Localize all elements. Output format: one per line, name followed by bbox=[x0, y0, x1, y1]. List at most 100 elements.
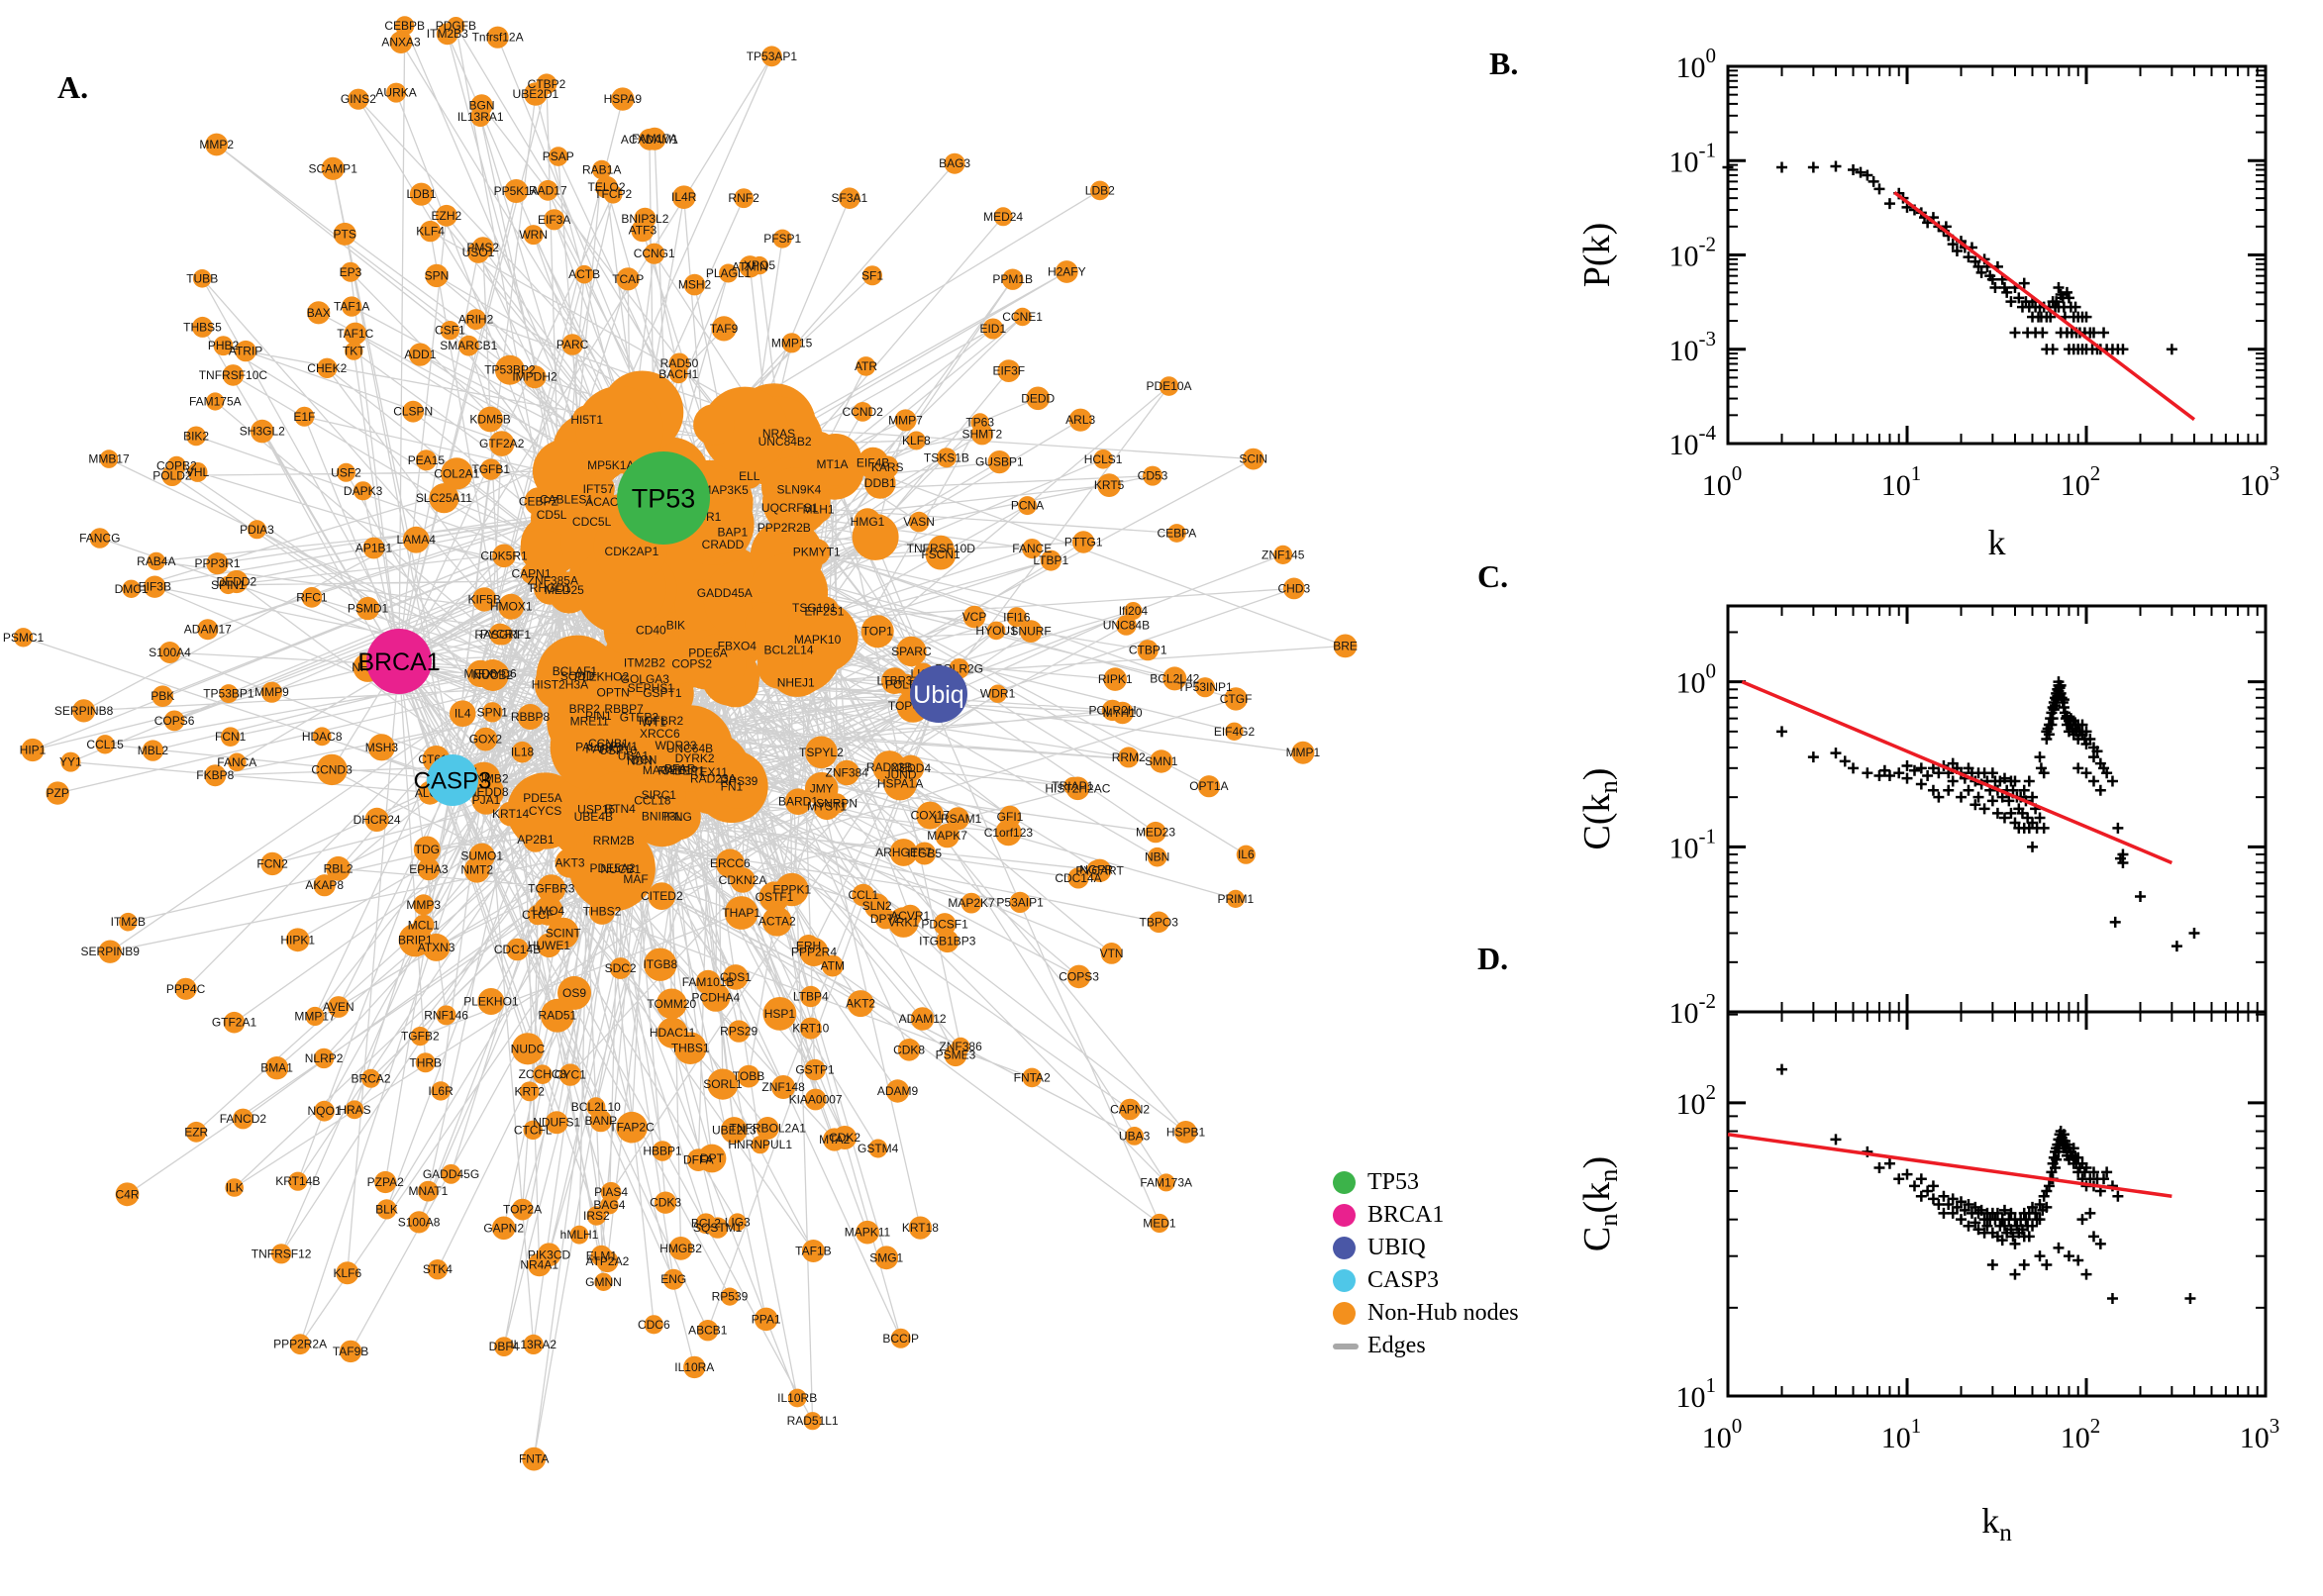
nonhub-node[interactable] bbox=[206, 392, 225, 411]
nonhub-node[interactable] bbox=[488, 431, 515, 456]
nonhub-node[interactable] bbox=[1055, 260, 1078, 283]
nonhub-node[interactable] bbox=[441, 1163, 461, 1184]
nonhub-node[interactable] bbox=[348, 88, 369, 110]
nonhub-node[interactable] bbox=[1090, 180, 1110, 201]
nonhub-node[interactable] bbox=[418, 1180, 439, 1202]
nonhub-node[interactable] bbox=[204, 764, 227, 787]
nonhub-node[interactable] bbox=[1103, 667, 1127, 691]
nonhub-node[interactable] bbox=[219, 684, 239, 704]
nonhub-node[interactable] bbox=[523, 225, 544, 246]
nonhub-node[interactable] bbox=[908, 511, 930, 533]
nonhub-node[interactable] bbox=[536, 635, 619, 718]
nonhub-node[interactable] bbox=[441, 457, 473, 490]
nonhub-node[interactable] bbox=[98, 940, 122, 963]
nonhub-node[interactable] bbox=[220, 727, 241, 747]
nonhub-node[interactable] bbox=[868, 1139, 888, 1158]
nonhub-node[interactable] bbox=[737, 1064, 760, 1088]
nonhub-node[interactable] bbox=[936, 448, 957, 468]
nonhub-node[interactable] bbox=[465, 309, 487, 331]
nonhub-node[interactable] bbox=[364, 807, 389, 833]
nonhub-node[interactable] bbox=[997, 359, 1021, 382]
nonhub-node[interactable] bbox=[1226, 889, 1245, 909]
nonhub-node[interactable] bbox=[561, 334, 583, 355]
nonhub-node[interactable] bbox=[511, 1198, 534, 1221]
nonhub-node[interactable] bbox=[1093, 449, 1113, 469]
nonhub-node[interactable] bbox=[652, 1141, 673, 1161]
nonhub-node[interactable] bbox=[897, 1039, 921, 1061]
nonhub-node[interactable] bbox=[313, 1047, 335, 1069]
nonhub-node[interactable] bbox=[970, 423, 993, 446]
nonhub-node[interactable] bbox=[119, 912, 138, 932]
nonhub-node[interactable] bbox=[260, 851, 284, 876]
nonhub-node[interactable] bbox=[544, 209, 565, 231]
nonhub-node[interactable] bbox=[890, 1328, 911, 1348]
nonhub-node[interactable] bbox=[586, 1097, 606, 1117]
nonhub-node[interactable] bbox=[413, 894, 435, 916]
nonhub-node[interactable] bbox=[326, 855, 351, 881]
nonhub-node[interactable] bbox=[248, 520, 266, 540]
nonhub-node[interactable] bbox=[367, 734, 395, 761]
nonhub-node[interactable] bbox=[1019, 620, 1043, 643]
nonhub-node[interactable] bbox=[398, 923, 433, 957]
hub-node-tp53[interactable] bbox=[617, 451, 710, 545]
nonhub-node[interactable] bbox=[549, 147, 568, 166]
nonhub-node[interactable] bbox=[524, 82, 548, 106]
nonhub-node[interactable] bbox=[413, 836, 441, 863]
nonhub-node[interactable] bbox=[574, 264, 594, 284]
nonhub-node[interactable] bbox=[520, 528, 563, 572]
nonhub-node[interactable] bbox=[1137, 640, 1159, 661]
nonhub-node[interactable] bbox=[569, 1225, 589, 1245]
nonhub-node[interactable] bbox=[874, 908, 896, 930]
nonhub-node[interactable] bbox=[1167, 524, 1186, 543]
nonhub-node[interactable] bbox=[860, 615, 894, 648]
nonhub-node[interactable] bbox=[784, 788, 812, 815]
nonhub-node[interactable] bbox=[896, 636, 927, 667]
nonhub-node[interactable] bbox=[21, 738, 45, 762]
nonhub-node[interactable] bbox=[683, 1355, 706, 1379]
nonhub-node[interactable] bbox=[185, 1121, 207, 1143]
nonhub-node[interactable] bbox=[233, 1108, 253, 1130]
nonhub-node[interactable] bbox=[723, 964, 749, 990]
nonhub-node[interactable] bbox=[415, 1052, 436, 1073]
nonhub-node[interactable] bbox=[389, 31, 413, 53]
nonhub-node[interactable] bbox=[436, 1005, 456, 1026]
nonhub-node[interactable] bbox=[13, 628, 34, 648]
nonhub-node[interactable] bbox=[523, 365, 547, 389]
nonhub-node[interactable] bbox=[187, 461, 208, 482]
nonhub-node[interactable] bbox=[762, 997, 797, 1031]
nonhub-node[interactable] bbox=[993, 207, 1013, 227]
nonhub-node[interactable] bbox=[376, 1199, 397, 1220]
nonhub-node[interactable] bbox=[594, 1272, 613, 1292]
nonhub-node[interactable] bbox=[889, 839, 918, 866]
nonhub-node[interactable] bbox=[89, 528, 111, 549]
nonhub-node[interactable] bbox=[874, 1246, 899, 1270]
nonhub-node[interactable] bbox=[1026, 386, 1050, 411]
nonhub-node[interactable] bbox=[1224, 687, 1248, 711]
nonhub-node[interactable] bbox=[337, 462, 355, 482]
nonhub-node[interactable] bbox=[590, 1245, 613, 1267]
nonhub-node[interactable] bbox=[804, 1088, 827, 1111]
nonhub-node[interactable] bbox=[537, 874, 566, 903]
nonhub-node[interactable] bbox=[1111, 701, 1134, 725]
nonhub-node[interactable] bbox=[532, 439, 597, 503]
nonhub-node[interactable] bbox=[683, 273, 706, 296]
nonhub-node[interactable] bbox=[944, 152, 965, 174]
nonhub-node[interactable] bbox=[494, 1337, 514, 1356]
nonhub-node[interactable] bbox=[1194, 677, 1216, 698]
nonhub-node[interactable] bbox=[933, 913, 957, 936]
nonhub-node[interactable] bbox=[436, 23, 458, 46]
nonhub-node[interactable] bbox=[305, 1006, 325, 1027]
nonhub-node[interactable] bbox=[163, 710, 185, 732]
nonhub-node[interactable] bbox=[409, 182, 434, 206]
nonhub-node[interactable] bbox=[408, 343, 432, 366]
nonhub-node[interactable] bbox=[1067, 867, 1089, 889]
nonhub-node[interactable] bbox=[1068, 408, 1092, 432]
nonhub-node[interactable] bbox=[982, 318, 1004, 340]
nonhub-node[interactable] bbox=[756, 1117, 779, 1140]
nonhub-node[interactable] bbox=[799, 1017, 822, 1040]
nonhub-node[interactable] bbox=[761, 46, 782, 67]
nonhub-node[interactable] bbox=[853, 402, 873, 422]
nonhub-node[interactable] bbox=[654, 1191, 677, 1214]
nonhub-node[interactable] bbox=[800, 985, 822, 1008]
nonhub-node[interactable] bbox=[122, 579, 141, 598]
